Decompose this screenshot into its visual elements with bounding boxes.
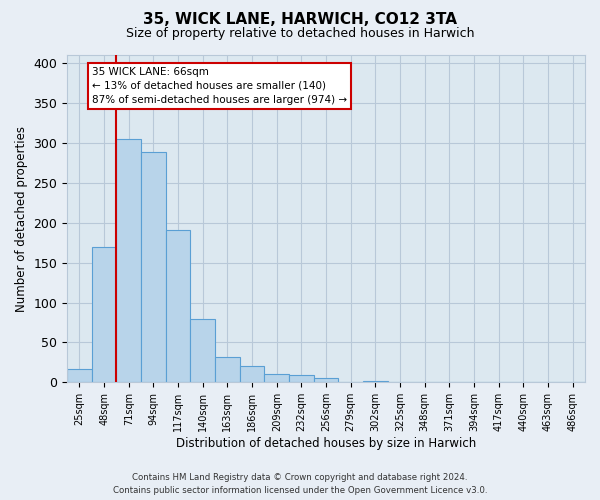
- Bar: [240, 366, 265, 382]
- Bar: [289, 375, 314, 382]
- X-axis label: Distribution of detached houses by size in Harwich: Distribution of detached houses by size …: [176, 437, 476, 450]
- Bar: [116, 139, 141, 382]
- Bar: [314, 378, 338, 382]
- Bar: [363, 381, 388, 382]
- Text: 35, WICK LANE, HARWICH, CO12 3TA: 35, WICK LANE, HARWICH, CO12 3TA: [143, 12, 457, 28]
- Text: Size of property relative to detached houses in Harwich: Size of property relative to detached ho…: [126, 28, 474, 40]
- Text: Contains HM Land Registry data © Crown copyright and database right 2024.
Contai: Contains HM Land Registry data © Crown c…: [113, 474, 487, 495]
- Bar: [141, 152, 166, 382]
- Bar: [190, 320, 215, 382]
- Bar: [265, 374, 289, 382]
- Bar: [166, 230, 190, 382]
- Bar: [67, 369, 92, 382]
- Text: 35 WICK LANE: 66sqm
← 13% of detached houses are smaller (140)
87% of semi-detac: 35 WICK LANE: 66sqm ← 13% of detached ho…: [92, 67, 347, 105]
- Y-axis label: Number of detached properties: Number of detached properties: [15, 126, 28, 312]
- Bar: [215, 357, 240, 382]
- Bar: [92, 248, 116, 382]
